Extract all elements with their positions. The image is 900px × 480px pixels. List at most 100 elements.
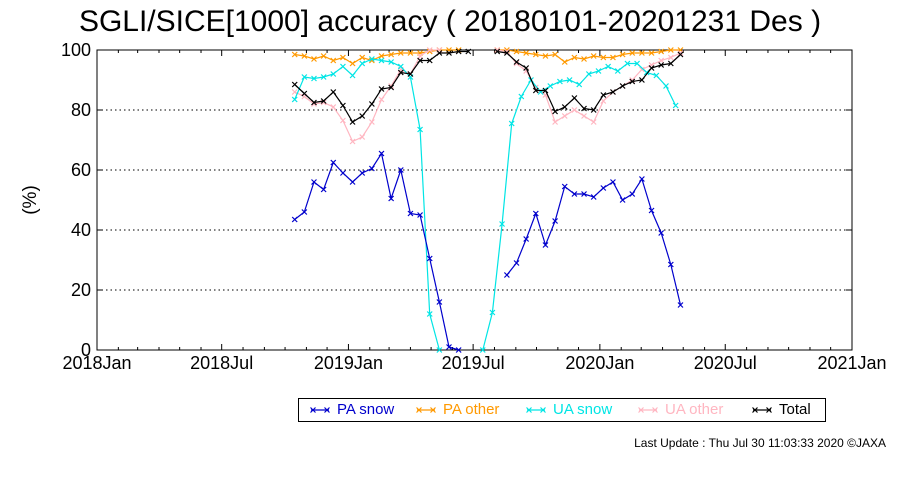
- data-point: [513, 260, 520, 266]
- data-point: [397, 63, 404, 70]
- legend-swatch-marker: [766, 407, 772, 413]
- data-point: [648, 65, 655, 71]
- data-point: [494, 48, 501, 55]
- legend-swatch-marker: [540, 407, 546, 413]
- series-total: [291, 48, 684, 125]
- accuracy-chart: 0 20 40 60 80 100 2018Jan 2018Jul 2019Jan 2019Ju…: [20, 40, 887, 373]
- data-point: [571, 95, 578, 101]
- series-ua-snow: [291, 56, 679, 353]
- legend-swatch: [526, 407, 546, 413]
- x-tick-label: 2018Jan: [62, 353, 131, 373]
- data-point: [446, 50, 452, 56]
- data-point: [658, 230, 665, 236]
- data-point: [590, 53, 597, 59]
- data-point: [576, 81, 583, 88]
- data-point: [523, 50, 530, 56]
- data-point: [291, 81, 298, 88]
- data-point: [311, 75, 317, 82]
- data-point: [571, 191, 578, 197]
- data-point: [561, 104, 568, 110]
- data-point: [503, 50, 510, 56]
- data-point: [397, 69, 404, 76]
- data-point: [368, 119, 375, 125]
- data-point: [499, 221, 505, 227]
- data-point: [648, 50, 655, 56]
- series-line: [506, 177, 682, 306]
- data-point: [614, 68, 621, 74]
- data-point: [581, 113, 587, 119]
- x-tick-label: 2018Jul: [190, 353, 253, 373]
- data-point: [320, 98, 327, 104]
- data-point: [561, 183, 568, 190]
- data-point: [291, 216, 298, 223]
- data-point: [417, 126, 424, 133]
- x-tick-label: 2019Jul: [442, 353, 505, 373]
- data-point: [629, 191, 636, 197]
- data-point: [667, 60, 674, 67]
- data-point: [605, 63, 612, 70]
- data-point: [291, 89, 298, 95]
- data-point: [301, 90, 308, 97]
- data-point: [556, 78, 563, 85]
- data-point: [320, 186, 327, 193]
- data-point: [426, 255, 433, 262]
- data-point: [330, 89, 337, 95]
- x-tick-label: 2020Jan: [565, 353, 634, 373]
- data-point: [677, 50, 684, 56]
- data-point: [667, 261, 674, 268]
- data-point: [378, 53, 385, 59]
- data-point: [407, 210, 414, 217]
- data-point: [378, 57, 385, 64]
- data-point: [465, 48, 472, 55]
- data-point: [407, 71, 414, 77]
- y-tick-label: 20: [71, 280, 91, 300]
- data-point: [667, 54, 674, 61]
- data-point: [349, 60, 356, 67]
- data-point: [340, 117, 346, 124]
- plot-frame: [96, 49, 853, 351]
- y-tick-label: 100: [61, 40, 91, 60]
- data-point: [624, 60, 631, 67]
- x-tick-label: 2020Jul: [694, 353, 757, 373]
- data-point: [349, 179, 356, 185]
- legend-swatch-marker: [652, 407, 658, 413]
- data-point: [301, 53, 308, 59]
- data-point: [590, 194, 597, 200]
- data-point: [340, 63, 346, 70]
- data-point: [653, 72, 660, 79]
- data-point: [600, 92, 607, 98]
- data-point: [436, 347, 443, 353]
- data-point: [340, 170, 346, 176]
- data-point: [552, 108, 559, 115]
- data-point: [368, 165, 375, 172]
- data-point: [508, 120, 515, 127]
- data-point: [446, 344, 452, 350]
- data-point: [340, 102, 346, 109]
- legend-item-ua-snow: UA snow: [525, 402, 612, 418]
- legend-swatch-marker: [638, 407, 644, 413]
- data-point: [667, 47, 674, 53]
- series-pa-snow: [291, 150, 684, 353]
- data-point: [388, 195, 395, 202]
- data-point: [643, 69, 650, 76]
- legend-item-pa-snow: PA snow: [309, 402, 394, 418]
- data-point: [590, 107, 597, 113]
- series-line: [482, 62, 677, 351]
- data-point: [513, 60, 520, 67]
- data-point: [378, 96, 385, 103]
- data-point: [397, 167, 404, 173]
- data-point: [581, 56, 587, 62]
- data-point: [436, 50, 443, 56]
- data-point: [523, 236, 530, 242]
- data-point: [455, 347, 462, 353]
- series-line: [294, 151, 459, 351]
- legend-label: Total: [779, 401, 811, 418]
- data-point: [677, 302, 684, 308]
- data-point: [610, 179, 616, 185]
- grid-lines: [97, 109, 852, 291]
- data-point: [600, 98, 607, 104]
- data-point: [638, 176, 645, 182]
- legend-item-ua-other: UA other: [637, 402, 723, 418]
- data-point: [532, 87, 539, 94]
- series-line: [294, 50, 469, 123]
